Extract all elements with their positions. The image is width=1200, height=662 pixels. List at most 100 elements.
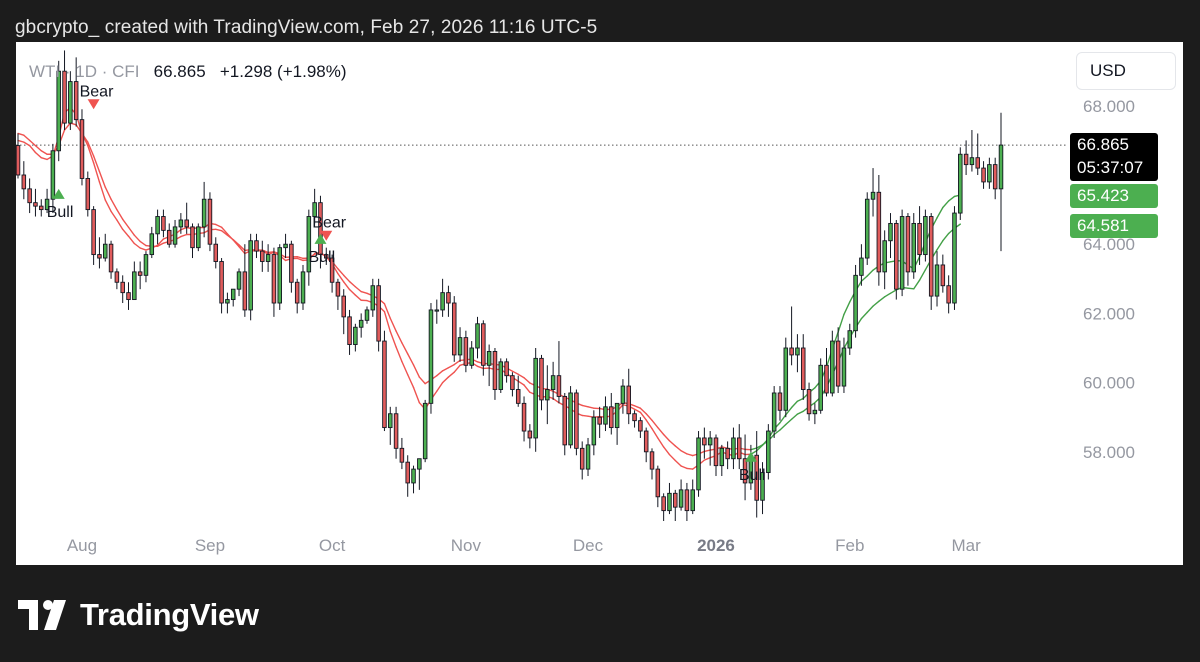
- ema-segment-slow: [110, 198, 118, 211]
- ema-segment-fast: [220, 226, 229, 235]
- candle-down: [382, 340, 387, 429]
- ema-segment-slow: [883, 292, 892, 298]
- ema-segment-slow: [639, 407, 647, 415]
- candle-up: [667, 492, 672, 512]
- x-tick-label: Nov: [451, 536, 482, 555]
- ema-segment-fast: [657, 437, 665, 448]
- ema-segment-slow: [127, 226, 136, 236]
- ema-segment-slow: [389, 317, 397, 332]
- ema-segment-fast: [215, 223, 223, 228]
- candle-up: [102, 243, 108, 259]
- candle-down: [789, 347, 794, 356]
- candle-up: [812, 409, 818, 415]
- ema-segment-fast: [645, 419, 653, 430]
- candle-up: [690, 489, 695, 512]
- candle-up: [300, 271, 306, 304]
- candle-down: [318, 202, 323, 256]
- tradingview-wordmark: TradingView: [80, 597, 259, 632]
- candle-down: [963, 153, 969, 166]
- candle-up: [841, 347, 847, 387]
- ema-segment-fast: [395, 346, 403, 363]
- candle-up: [795, 347, 800, 356]
- legend-last-price: 66.865: [153, 62, 206, 81]
- ema-segment-slow: [261, 249, 269, 254]
- last-price-value: 66.865: [1077, 135, 1129, 154]
- ema-segment-slow: [98, 170, 106, 188]
- ema-segment-slow: [872, 300, 880, 307]
- ema-segment-fast: [837, 313, 845, 333]
- ema-segment-fast: [412, 386, 421, 404]
- legend-change: +1.298: [219, 62, 273, 81]
- candle-up: [422, 402, 428, 460]
- candle-up: [545, 389, 550, 401]
- x-tick-label: Feb: [835, 536, 864, 555]
- ema-segment-fast: [523, 384, 531, 393]
- candle-down: [260, 250, 265, 262]
- candle-up: [620, 385, 626, 404]
- ema-segment-slow: [133, 234, 141, 243]
- ema-segment-slow: [23, 134, 31, 142]
- ema-segment-slow: [587, 406, 595, 409]
- legend-change-pct: (+1.98%): [277, 62, 347, 81]
- candle-up: [440, 292, 445, 311]
- candle-up: [172, 226, 178, 245]
- candle-down: [940, 264, 946, 287]
- ema-segment-fast: [942, 200, 950, 209]
- ema-segment-slow: [343, 274, 351, 283]
- candle-down: [835, 340, 841, 387]
- candle-down: [324, 254, 329, 259]
- ema-segment-slow: [773, 429, 781, 436]
- ema-segment-fast: [866, 269, 874, 277]
- candle-down: [341, 295, 346, 318]
- candle-up: [952, 212, 957, 304]
- ema-segment-slow: [121, 218, 130, 228]
- bear-signal-label: Bear: [312, 215, 346, 232]
- tradingview-logo-icon: [18, 600, 66, 630]
- candle-down: [928, 216, 934, 297]
- ema-segment-fast: [779, 414, 787, 424]
- candle-down: [539, 357, 544, 401]
- bull-signal-label: Bull: [739, 467, 766, 484]
- ema-segment-fast: [116, 219, 124, 231]
- ema-segment-fast: [343, 281, 351, 291]
- candle-down: [21, 174, 27, 190]
- candle-up: [312, 202, 317, 217]
- bull-signal-label: Bull: [47, 204, 74, 221]
- candle-up: [196, 226, 201, 249]
- candle-up: [225, 299, 230, 304]
- candle-down: [451, 302, 457, 356]
- symbol-name[interactable]: WTI · 1D · CFI: [29, 62, 140, 81]
- candle-down: [446, 292, 451, 304]
- candle-down: [905, 216, 911, 273]
- bear-signal-label: Bear: [80, 83, 114, 100]
- currency-button[interactable]: USD: [1076, 52, 1176, 90]
- last-price-tag: 66.865 05:37:07: [1070, 133, 1158, 181]
- ema-segment-fast: [98, 181, 106, 201]
- ema-segment-fast: [843, 301, 851, 316]
- ema-segment-slow: [383, 303, 391, 319]
- candle-up: [614, 402, 620, 429]
- ema-segment-fast: [662, 446, 671, 456]
- ema-slow-tag: 64.581: [1070, 214, 1158, 238]
- ema-segment-slow: [756, 444, 764, 449]
- ema-segment-slow: [104, 186, 112, 200]
- candle-up: [143, 254, 149, 276]
- candle-down: [562, 395, 568, 446]
- ema-segment-slow: [779, 423, 787, 431]
- candlestick-chart[interactable]: Bear Bull Bear Bull Bull 58.000 60.000 62.000 6…: [16, 42, 1183, 565]
- ema-segment-slow: [180, 233, 188, 238]
- candle-down: [190, 226, 195, 249]
- candle-up: [771, 392, 777, 432]
- ema-segment-slow: [436, 370, 444, 377]
- candle-up: [201, 198, 207, 228]
- candle-down: [510, 375, 515, 390]
- ema-segment-slow: [907, 287, 915, 290]
- candle-down: [79, 119, 85, 179]
- candle-up: [364, 309, 370, 321]
- bear-signal-marker: [320, 230, 333, 241]
- candle-down: [673, 492, 678, 508]
- ema-segment-fast: [23, 141, 31, 147]
- chart-panel[interactable]: Bear Bull Bear Bull Bull 58.000 60.000 62.000 6…: [16, 42, 1183, 565]
- ema-segment-fast: [633, 408, 642, 414]
- candle-up: [731, 437, 736, 460]
